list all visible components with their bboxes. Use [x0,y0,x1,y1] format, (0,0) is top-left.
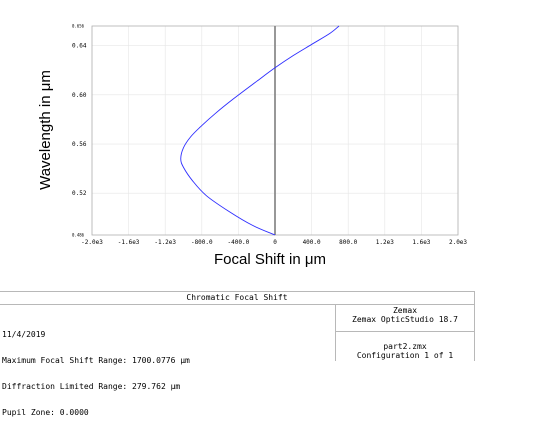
x-tick-labels: -2.0e3 -1.6e3 -1.2e3 -800.0 -400.0 0 400.0 800.… [81,239,467,246]
y-tick-labels: 0.486 0.52 0.56 0.60 0.64 0.656 [72,24,87,238]
x-axis-label: Focal Shift in μm [214,251,326,268]
x-tick-label: 400.0 [303,239,321,246]
y-tick-label: 0.656 [72,24,85,29]
x-tick-label: 800.0 [339,239,357,246]
info-title: Chromatic Focal Shift [0,292,474,305]
info-meta: Zemax Zemax OpticStudio 18.7 part2.zmx C… [335,304,474,361]
x-tick-label: -800.0 [191,239,213,246]
info-details: 11/4/2019 Maximum Focal Shift Range: 170… [2,314,190,434]
info-config: Configuration 1 of 1 [356,351,454,360]
y-tick-label: 0.56 [72,141,87,148]
x-tick-label: 1.6e3 [412,239,430,246]
x-tick-label: 1.2e3 [376,239,394,246]
info-panel: Chromatic Focal Shift 11/4/2019 Maximum … [0,291,475,416]
x-tick-label: -1.6e3 [118,239,140,246]
y-axis-label: Wavelength in μm [37,70,54,190]
info-pupil-zone: Pupil Zone: 0.0000 [2,407,89,417]
y-tick-label: 0.64 [72,43,87,50]
x-tick-label: -400.0 [228,239,250,246]
info-product: Zemax OpticStudio 18.7 [352,315,458,324]
info-company: Zemax [392,306,418,315]
info-file-block: part2.zmx Configuration 1 of 1 [336,332,474,360]
chromatic-focal-shift-chart: -2.0e3 -1.6e3 -1.2e3 -800.0 -400.0 0 400.0 800.… [37,24,467,269]
x-tick-label: 0 [273,239,277,246]
info-max-range: Maximum Focal Shift Range: 1700.0776 µm [2,355,190,365]
info-date: 11/4/2019 [2,330,46,340]
y-tick-label: 0.52 [72,190,87,197]
info-company-block: Zemax Zemax OpticStudio 18.7 [336,304,474,332]
y-tick-label: 0.60 [72,92,87,99]
x-tick-label: -1.2e3 [154,239,176,246]
info-diff-range: Diffraction Limited Range: 279.762 µm [2,381,181,391]
info-file: part2.zmx [383,342,427,351]
focal-shift-curve [180,25,340,236]
x-tick-label: -2.0e3 [81,239,103,246]
y-tick-label: 0.486 [72,233,85,238]
x-tick-label: 2.0e3 [449,239,467,246]
